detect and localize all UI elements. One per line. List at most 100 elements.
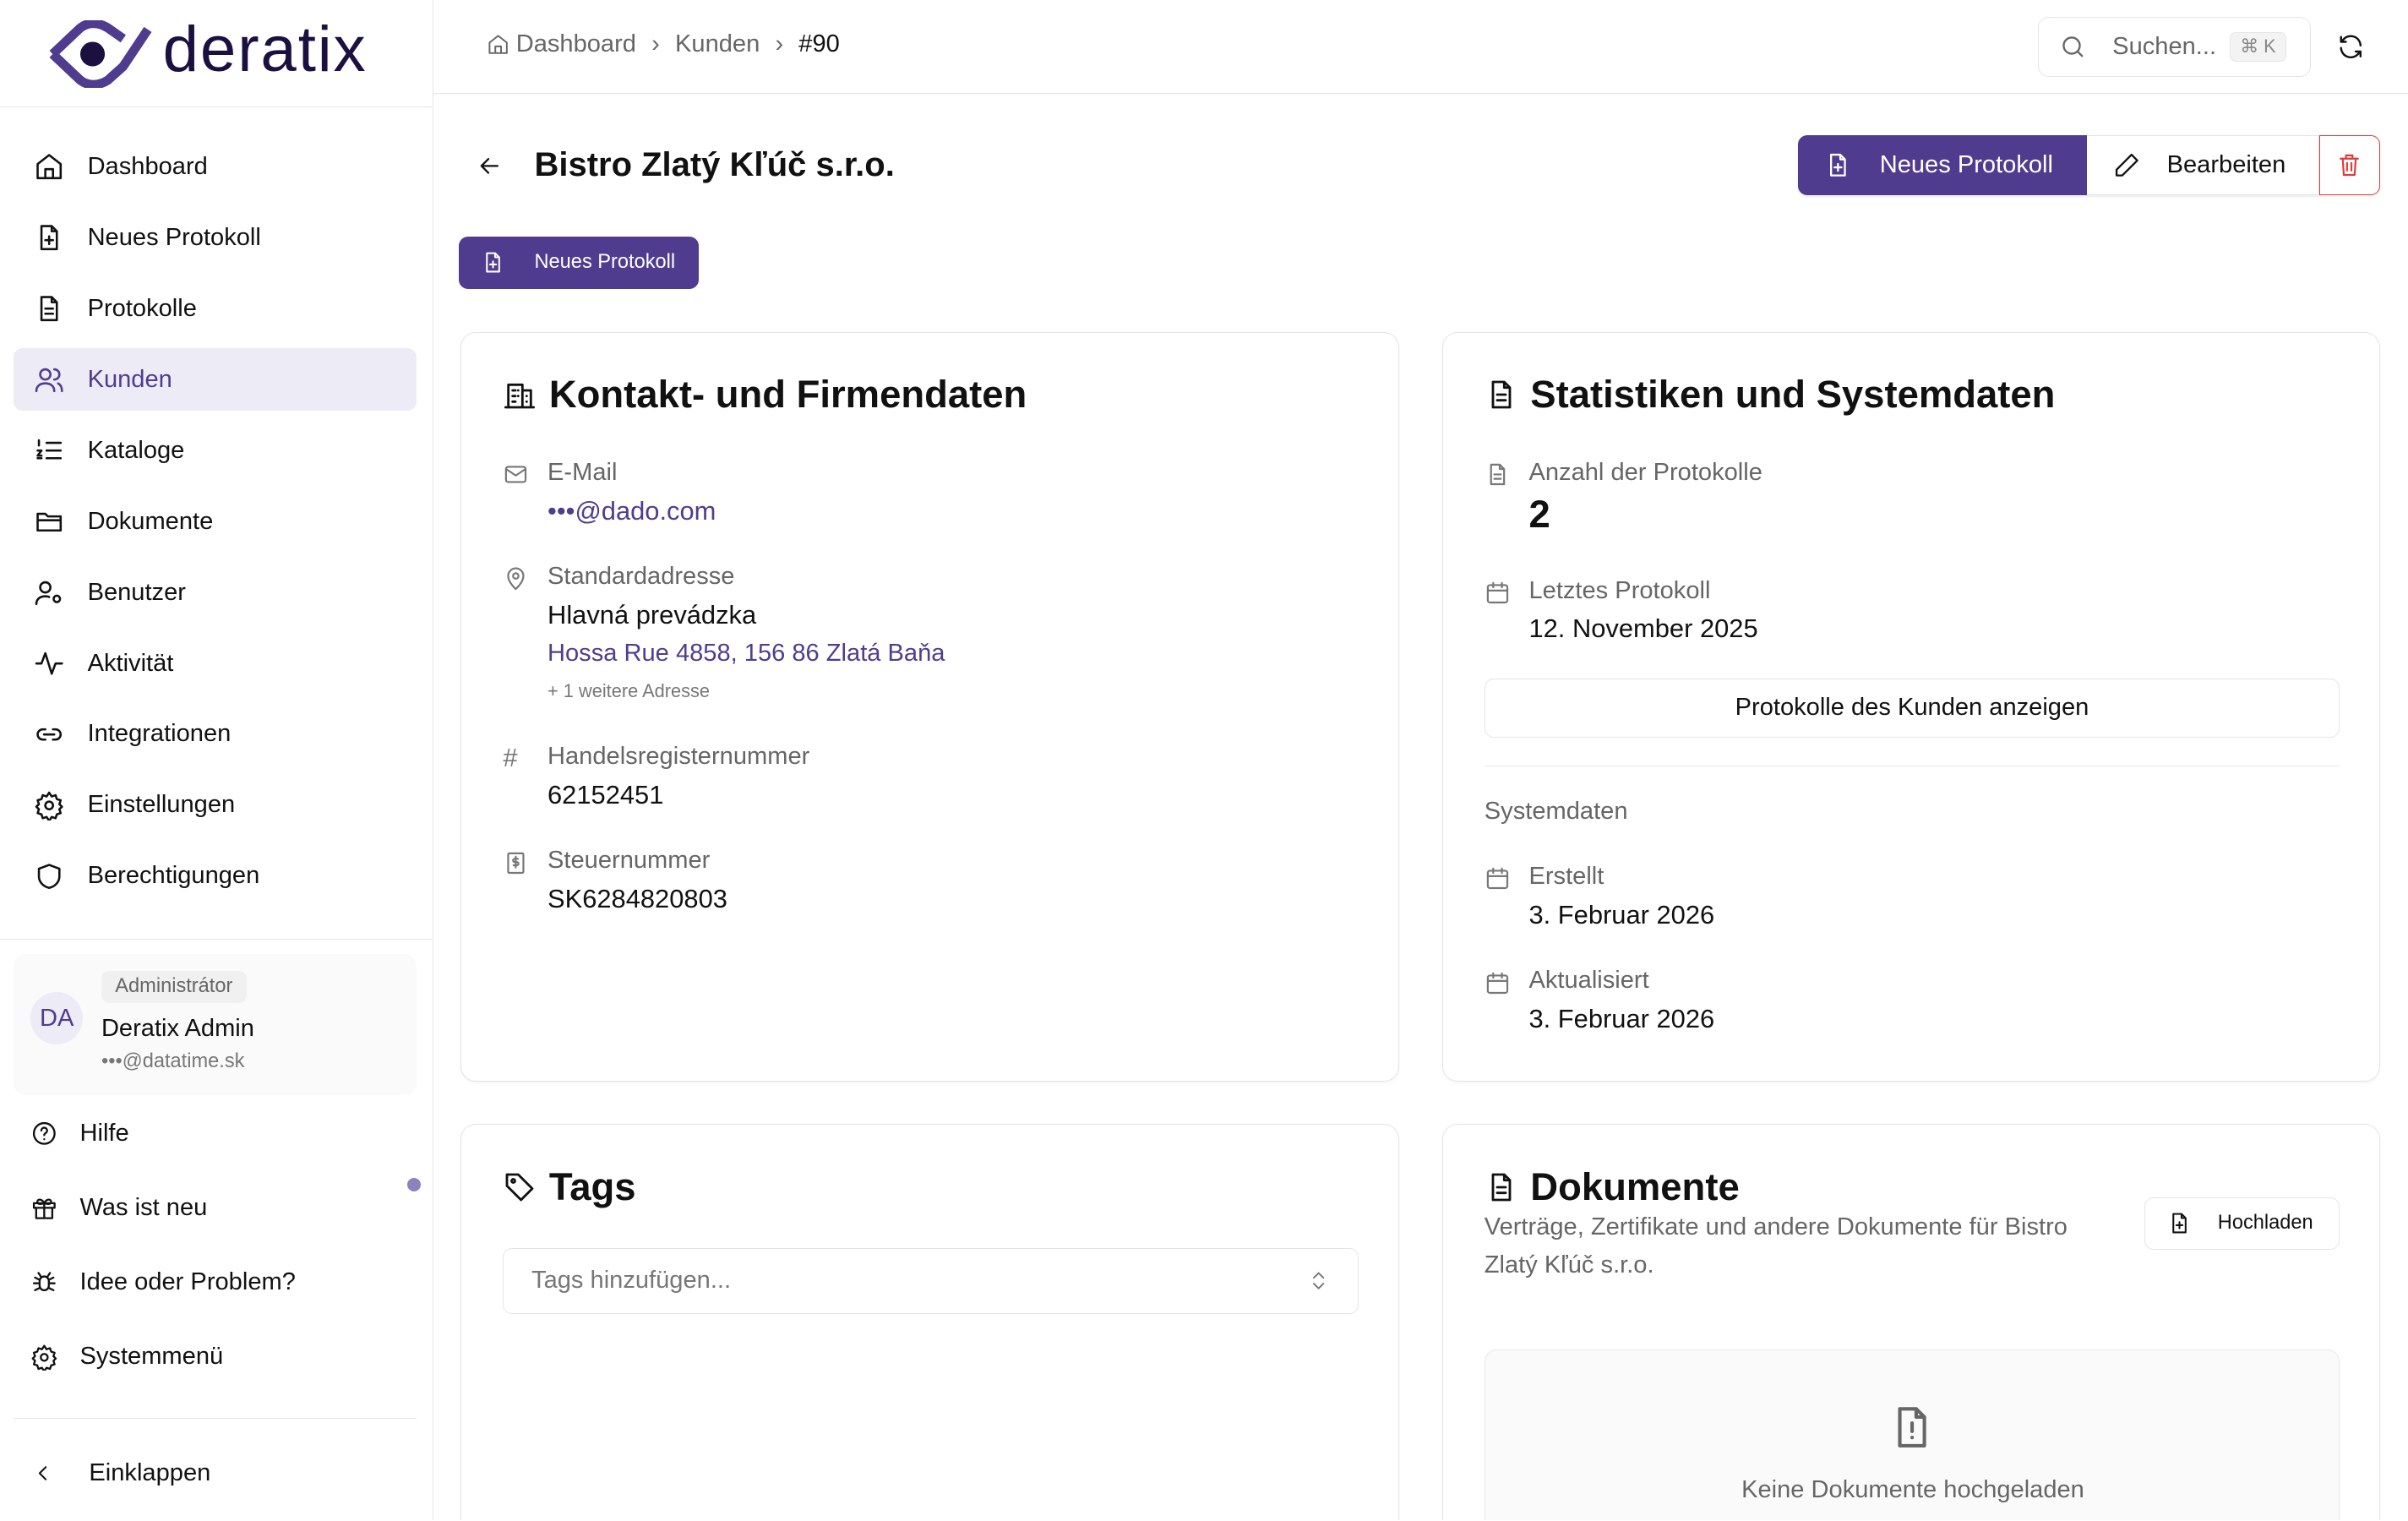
shortcut-badge: ⌘ K [2230,31,2286,63]
sidebar-item-label: Einstellungen [87,791,236,819]
file-text-icon [1490,464,1506,486]
file-text-icon [40,296,58,322]
system-data-label: Systemdaten [1484,798,1628,826]
role-badge: Administrátor [101,970,247,1003]
activity-icon [35,651,63,675]
action-button-group: Neues Protokoll Bearbeiten [1798,134,2381,195]
sidebar-item-label: Dashboard [87,152,208,180]
sidebar-item-aktivität[interactable]: Aktivität [14,632,416,695]
footer-item-was-ist-neu[interactable]: Was ist neu [30,1194,207,1222]
tags-card-title: Tags [503,1165,636,1209]
sidebar-item-label: Protokolle [87,294,197,322]
chevrons-up-down-icon [1312,1272,1325,1290]
search-input[interactable]: Suchen... ⌘ K [2037,16,2312,77]
sidebar-item-berechtigungen[interactable]: Berechtigungen [14,845,416,908]
footer-item-systemmenü[interactable]: Systemmenü [30,1343,223,1371]
collapse-button[interactable]: Einklappen [30,1459,210,1487]
tags-select[interactable]: Tags hinzufügen... [503,1247,1359,1315]
users-icon [35,368,63,393]
user-cog-icon [35,581,62,605]
delete-button[interactable] [2318,134,2381,195]
sidebar-item-benutzer[interactable]: Benutzer [14,561,416,624]
sidebar-item-label: Aktivität [87,649,174,677]
breadcrumb-current: #90 [798,30,840,58]
breadcrumb-kunden[interactable]: Kunden [675,30,760,58]
created-field: Erstellt 3. Februar 2026 [1485,863,1714,930]
shield-icon [37,864,61,889]
sidebar-item-label: Neues Protokoll [87,223,261,251]
breadcrumb: Dashboard › Kunden › #90 [487,30,840,58]
receipt-icon [507,852,525,875]
building-icon [504,383,536,409]
user-card[interactable]: DA Administrátor Deratix Admin •••@datat… [14,953,417,1095]
bug-icon [33,1272,57,1292]
folder-icon [36,512,63,532]
documents-card-title: Dokumente [1485,1165,1740,1209]
sidebar-item-dashboard[interactable]: Dashboard [14,135,416,199]
sidebar-item-kunden[interactable]: Kunden [14,347,417,412]
divider [14,1417,417,1419]
new-protocol-button[interactable]: Neues Protokoll [1798,134,2088,195]
gear-icon [31,1344,57,1371]
back-arrow-icon[interactable] [476,152,504,180]
link-icon [36,728,63,741]
breadcrumb-separator: › [651,30,660,58]
sidebar-item-kataloge[interactable]: Kataloge [14,419,416,482]
upload-button[interactable]: Hochladen [2144,1197,2340,1250]
more-addresses[interactable]: + 1 weitere Adresse [548,679,711,701]
file-plus-icon [1830,153,1846,177]
logo[interactable]: deratix [0,0,432,108]
calendar-icon [1486,868,1508,890]
breadcrumb-separator: › [775,30,784,58]
email-link[interactable]: •••@dado.com [548,495,716,526]
address-field: Standardadresse Hlavná prevádzka Hossa R… [503,563,945,701]
logo-text: deratix [162,13,368,85]
file-plus-icon [486,252,500,273]
breadcrumb-dashboard[interactable]: Dashboard [515,30,636,58]
new-protocol-small-button[interactable]: Neues Protokoll [459,236,699,289]
home-icon [36,154,63,180]
divider [0,938,432,940]
sidebar-item-label: Integrationen [87,720,232,748]
sidebar-item-dokumente[interactable]: Dokumente [14,490,416,553]
sidebar-item-label: Berechtigungen [87,862,260,890]
sidebar-item-label: Benutzer [87,578,186,606]
footer-item-idee-oder-problem-[interactable]: Idee oder Problem? [30,1268,296,1296]
sidebar-item-label: Kunden [87,365,172,393]
stats-card-title: Statistiken und Systemdaten [1485,373,2055,417]
home-icon [488,35,508,55]
file-plus-icon [40,225,58,251]
pencil-icon [2115,153,2138,177]
tax-field: Steuernummer SK6284820803 [503,847,727,914]
logo-eye-icon [49,19,152,88]
edit-button[interactable]: Bearbeiten [2087,134,2319,195]
contact-card-title: Kontakt- und Firmendaten [503,373,1027,417]
stats-card: Statistiken und Systemdaten Anzahl der P… [1441,331,2381,1082]
sidebar-item-neues-protokoll[interactable]: Neues Protokoll [14,206,416,270]
help-icon [33,1122,57,1145]
sidebar-item-label: Kataloge [87,436,185,464]
calendar-icon [1486,972,1508,994]
sidebar-item-einstellungen[interactable]: Einstellungen [14,774,416,837]
sidebar-item-protokolle[interactable]: Protokolle [14,277,416,341]
top-bar: Dashboard › Kunden › #90 Suchen... ⌘ K [433,0,2408,94]
registration-field: # Handelsregisternummer 62152451 [503,742,810,810]
calendar-icon [1486,581,1508,604]
trash-icon [2340,154,2360,177]
sidebar: deratix Dashboard Neues Protokoll Protokol… [0,0,433,1521]
map-pin-icon [507,567,525,590]
file-text-icon [1491,380,1512,409]
footer-item-hilfe[interactable]: Hilfe [30,1120,129,1148]
chevron-left-icon [39,1465,47,1480]
list-ordered-icon [36,439,63,460]
protocol-count-field: Anzahl der Protokolle 2 [1485,459,1762,537]
sidebar-item-integrationen[interactable]: Integrationen [14,703,416,766]
updated-field: Aktualisiert 3. Februar 2026 [1485,967,1714,1034]
hash-icon: # [503,742,518,772]
refresh-icon[interactable] [2336,32,2366,62]
file-upload-icon [2172,1213,2187,1234]
address-link[interactable]: Hossa Rue 4858, 156 86 Zlatá Baňa [548,640,945,667]
page-title: Bistro Zlatý Kľúč s.r.o. [534,145,895,183]
show-protocols-button[interactable]: Protokolle des Kunden anzeigen [1484,678,2340,739]
file-text-icon [1491,1173,1512,1202]
